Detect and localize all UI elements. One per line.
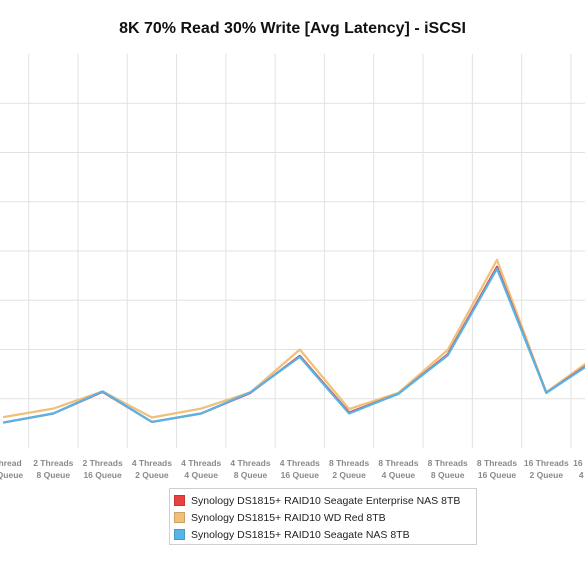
series-line-2 xyxy=(2,267,585,424)
legend-swatch-orange xyxy=(174,512,185,523)
legend-swatch-red xyxy=(174,495,185,506)
series-line-1 xyxy=(2,258,585,419)
x-tick-label: 8 Threads 2 Queue xyxy=(329,458,369,480)
series-lines xyxy=(2,258,585,424)
x-tick-label: 4 Threads 4 Queue xyxy=(181,458,221,480)
legend-label: Synology DS1815+ RAID10 WD Red 8TB xyxy=(191,511,386,524)
legend-label: Synology DS1815+ RAID10 Seagate NAS 8TB xyxy=(191,528,410,541)
x-tick-label: 2 Threads 8 Queue xyxy=(33,458,73,480)
x-tick-label: 1 Thread16 Queue xyxy=(0,458,23,480)
legend-label: Synology DS1815+ RAID10 Seagate Enterpri… xyxy=(191,494,461,507)
gridlines xyxy=(0,54,585,448)
x-tick-label: 16 Threads 2 Queue xyxy=(524,458,569,480)
legend-swatch-blue xyxy=(174,529,185,540)
x-tick-label: 8 Threads 16 Queue xyxy=(477,458,517,480)
x-tick-label: 8 Threads 4 Queue xyxy=(378,458,418,480)
legend-item-seagate-enterprise[interactable]: Synology DS1815+ RAID10 Seagate Enterpri… xyxy=(174,492,476,509)
legend-item-wd-red[interactable]: Synology DS1815+ RAID10 WD Red 8TB xyxy=(174,509,476,526)
legend-item-seagate-nas[interactable]: Synology DS1815+ RAID10 Seagate NAS 8TB xyxy=(174,526,476,543)
chart-title: 8K 70% Read 30% Write [Avg Latency] - iS… xyxy=(119,20,466,37)
x-tick-label: 4 Threads 8 Queue xyxy=(230,458,270,480)
x-tick-label: 2 Threads 16 Queue xyxy=(83,458,123,480)
x-tick-label: 8 Threads 8 Queue xyxy=(428,458,468,480)
x-tick-label: 4 Threads 16 Queue xyxy=(280,458,320,480)
x-tick-label: 4 Threads 2 Queue xyxy=(132,458,172,480)
legend: Synology DS1815+ RAID10 Seagate Enterpri… xyxy=(169,488,477,545)
